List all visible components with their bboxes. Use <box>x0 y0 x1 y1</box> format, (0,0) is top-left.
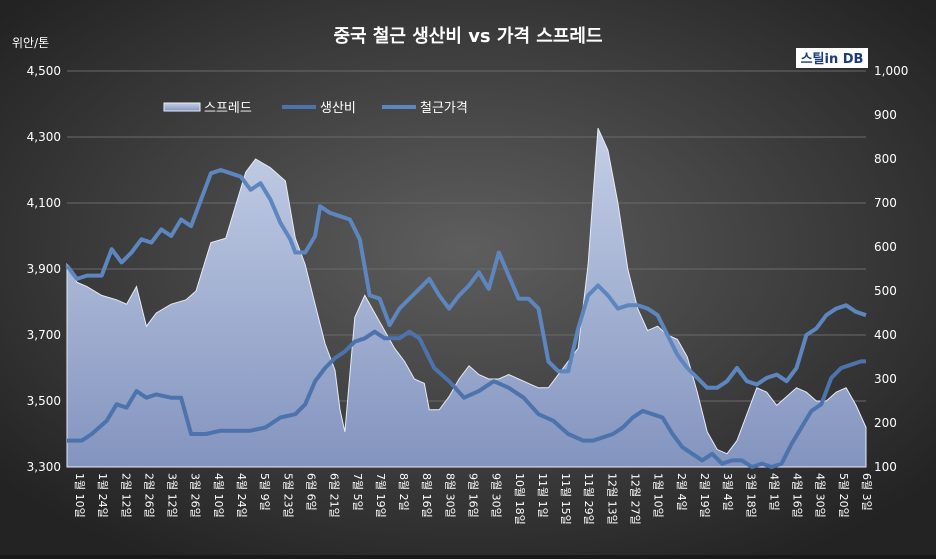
x-tick-label: 8월 2일 <box>397 473 411 511</box>
legend-label-cost: 생산비 <box>320 101 356 116</box>
legend-label-price: 철근가격 <box>420 101 468 116</box>
y-tick-left-label: 3,900 <box>27 262 61 276</box>
legend-label-spread: 스프레드 <box>204 101 252 116</box>
legend-item-price: 철근가격 <box>382 101 468 116</box>
y-tick-right-label: 400 <box>874 328 897 342</box>
x-tick-label: 12월 13일 <box>605 473 619 525</box>
x-tick-label: 4월 30일 <box>814 473 828 518</box>
x-tick-label: 7월 19일 <box>374 473 388 518</box>
x-tick-label: 12월 27일 <box>629 473 643 525</box>
x-tick-label: 3월 12일 <box>166 473 180 518</box>
brand-logo: 스틸in DB <box>796 48 868 68</box>
x-axis-ticks: 1월 10일 1월 24일 2월 12일 2월 26일 3월 12일 3월 26일 4월 1… <box>73 473 874 525</box>
y-tick-right-label: 200 <box>874 416 897 430</box>
legend-item-cost: 생산비 <box>282 101 356 116</box>
x-tick-label: 2월 4일 <box>675 473 689 511</box>
y-tick-left-label: 4,300 <box>27 130 61 144</box>
x-tick-label: 11월 1일 <box>536 473 550 518</box>
x-tick-label: 3월 4일 <box>721 473 735 511</box>
legend-swatch-spread <box>163 102 201 112</box>
x-tick-label: 6월 3일 <box>860 473 874 511</box>
x-tick-label: 2월 26일 <box>142 473 156 518</box>
y-tick-left-label: 3,300 <box>27 460 61 474</box>
y-tick-right-label: 1,000 <box>874 64 908 78</box>
x-tick-label: 9월 30일 <box>490 473 504 518</box>
x-tick-label: 6월 6일 <box>304 473 318 511</box>
legend: 스프레드 생산비 철근가격 <box>163 101 468 116</box>
x-tick-label: 10월 18일 <box>513 473 527 525</box>
y-tick-right-label: 700 <box>874 196 897 210</box>
x-tick-label: 6월 21일 <box>328 473 342 518</box>
series-price-line <box>65 168 867 390</box>
legend-item-spread: 스프레드 <box>163 101 252 116</box>
x-tick-label: 4월 10일 <box>212 473 226 518</box>
x-tick-label: 9월 16일 <box>467 473 481 518</box>
brand-text: 스틸in DB <box>801 52 864 67</box>
x-tick-label: 3월 18일 <box>744 473 758 518</box>
y-axis-left-ticks: 3,300 3,500 3,700 3,900 4,100 4,300 4,500 <box>27 64 61 474</box>
x-tick-label: 5월 23일 <box>281 473 295 518</box>
x-tick-label: 11월 15일 <box>559 473 573 525</box>
x-tick-label: 8월 30일 <box>443 473 457 518</box>
x-tick-label: 1월 24일 <box>96 473 110 518</box>
x-tick-label: 4월 24일 <box>235 473 249 518</box>
x-tick-label: 1월 10일 <box>73 473 87 518</box>
y-tick-right-label: 300 <box>874 372 897 386</box>
x-tick-label: 1월 10일 <box>652 473 666 518</box>
y-axis-left-label: 위안/톤 <box>12 36 49 50</box>
series-cost-line <box>67 329 866 469</box>
y-tick-right-label: 900 <box>874 108 897 122</box>
x-tick-label: 8월 16일 <box>420 473 434 518</box>
x-tick-label: 5월 20일 <box>837 473 851 518</box>
x-tick-label: 2월 12일 <box>119 473 133 518</box>
x-tick-label: 4월 16일 <box>791 473 805 518</box>
x-tick-label: 7월 5일 <box>351 473 365 511</box>
y-tick-left-label: 3,500 <box>27 394 61 408</box>
x-tick-label: 4월 1일 <box>767 473 781 511</box>
y-axis-right-ticks: 100 200 300 400 500 600 700 800 900 1,000 <box>874 64 908 474</box>
y-tick-left-label: 4,500 <box>27 64 61 78</box>
x-tick-label: 3월 26일 <box>189 473 203 518</box>
y-tick-right-label: 600 <box>874 240 897 254</box>
series-spread-area <box>66 127 867 468</box>
x-tick-label: 5월 9일 <box>258 473 272 511</box>
y-tick-right-label: 800 <box>874 152 897 166</box>
x-tick-label: 2월 19일 <box>698 473 712 518</box>
y-tick-left-label: 3,700 <box>27 328 61 342</box>
y-tick-right-label: 500 <box>874 284 897 298</box>
y-tick-left-label: 4,100 <box>27 196 61 210</box>
chart-title: 중국 철근 생산비 vs 가격 스프레드 <box>333 26 602 47</box>
x-tick-label: 11월 29일 <box>582 473 596 525</box>
y-tick-right-label: 100 <box>874 460 897 474</box>
